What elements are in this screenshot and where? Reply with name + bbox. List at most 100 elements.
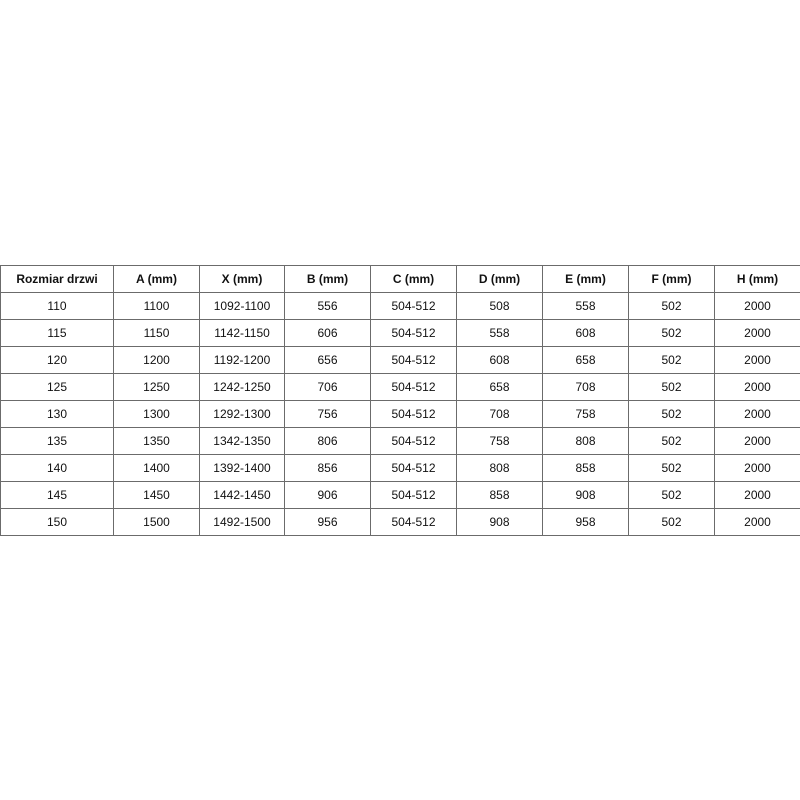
dimensions-table: Rozmiar drzwi A (mm) X (mm) B (mm) C (mm) D (… [0,265,800,536]
column-header: C (mm) [370,265,457,293]
table-row: 120 1200 1192-1200 656 504-512 608 658 502 2000 [0,346,800,374]
table-cell: 2000 [714,400,800,428]
column-header: B (mm) [284,265,371,293]
table-cell: 2000 [714,508,800,536]
table-cell: 1092-1100 [199,292,285,320]
table-cell: 956 [284,508,371,536]
table-cell: 658 [542,346,629,374]
table-cell: 2000 [714,319,800,347]
table-cell: 706 [284,373,371,401]
table-cell: 556 [284,292,371,320]
table-cell: 150 [0,508,114,536]
table-cell: 145 [0,481,114,509]
table-cell: 1142-1150 [199,319,285,347]
table-cell: 2000 [714,481,800,509]
table-cell: 806 [284,427,371,455]
table-cell: 502 [628,292,715,320]
table-cell: 504-512 [370,292,457,320]
table-cell: 115 [0,319,114,347]
table-row: 110 1100 1092-1100 556 504-512 508 558 502 2000 [0,292,800,320]
table-cell: 504-512 [370,454,457,482]
table-cell: 508 [456,292,543,320]
column-header: Rozmiar drzwi [0,265,114,293]
table-cell: 2000 [714,292,800,320]
table-cell: 125 [0,373,114,401]
table-cell: 502 [628,481,715,509]
header-row: Rozmiar drzwi A (mm) X (mm) B (mm) C (mm) D (… [0,265,800,293]
table-cell: 1242-1250 [199,373,285,401]
table-cell: 1392-1400 [199,454,285,482]
table-cell: 504-512 [370,508,457,536]
table-cell: 1192-1200 [199,346,285,374]
table-cell: 1300 [113,400,200,428]
table-cell: 756 [284,400,371,428]
table-cell: 608 [456,346,543,374]
table-cell: 1442-1450 [199,481,285,509]
table-cell: 708 [456,400,543,428]
column-header: F (mm) [628,265,715,293]
table-cell: 906 [284,481,371,509]
table-cell: 502 [628,400,715,428]
table-cell: 2000 [714,427,800,455]
column-header: A (mm) [113,265,200,293]
table-cell: 502 [628,346,715,374]
table-row: 145 1450 1442-1450 906 504-512 858 908 502 2000 [0,481,800,509]
table-cell: 1292-1300 [199,400,285,428]
table-cell: 558 [456,319,543,347]
table-row: 135 1350 1342-1350 806 504-512 758 808 502 2000 [0,427,800,455]
table-cell: 858 [542,454,629,482]
table-cell: 504-512 [370,481,457,509]
table-cell: 2000 [714,454,800,482]
table-row: 125 1250 1242-1250 706 504-512 658 708 502 2000 [0,373,800,401]
table-cell: 504-512 [370,373,457,401]
table-cell: 1250 [113,373,200,401]
table-cell: 1100 [113,292,200,320]
table-row: 115 1150 1142-1150 606 504-512 558 608 502 2000 [0,319,800,347]
table-cell: 502 [628,508,715,536]
table-cell: 808 [542,427,629,455]
table-cell: 502 [628,319,715,347]
table-cell: 858 [456,481,543,509]
table-cell: 504-512 [370,400,457,428]
table-row: 130 1300 1292-1300 756 504-512 708 758 502 2000 [0,400,800,428]
table-cell: 2000 [714,346,800,374]
table-row: 140 1400 1392-1400 856 504-512 808 858 502 2000 [0,454,800,482]
table-cell: 958 [542,508,629,536]
table-cell: 1492-1500 [199,508,285,536]
table-cell: 1500 [113,508,200,536]
table-cell: 1150 [113,319,200,347]
table-cell: 758 [542,400,629,428]
table-cell: 140 [0,454,114,482]
table-cell: 1200 [113,346,200,374]
column-header: H (mm) [714,265,800,293]
table-cell: 502 [628,454,715,482]
column-header: E (mm) [542,265,629,293]
table-row: 150 1500 1492-1500 956 504-512 908 958 502 2000 [0,508,800,536]
table-cell: 504-512 [370,319,457,347]
table-cell: 135 [0,427,114,455]
table-cell: 608 [542,319,629,347]
table-cell: 758 [456,427,543,455]
table-cell: 908 [542,481,629,509]
table-cell: 558 [542,292,629,320]
table-cell: 130 [0,400,114,428]
table-cell: 1450 [113,481,200,509]
column-header: D (mm) [456,265,543,293]
table-cell: 504-512 [370,346,457,374]
table-cell: 502 [628,373,715,401]
table-cell: 1350 [113,427,200,455]
table-cell: 1400 [113,454,200,482]
table-cell: 502 [628,427,715,455]
table-cell: 2000 [714,373,800,401]
table-cell: 120 [0,346,114,374]
table-cell: 110 [0,292,114,320]
column-header: X (mm) [199,265,285,293]
table-cell: 908 [456,508,543,536]
table-cell: 856 [284,454,371,482]
table-cell: 708 [542,373,629,401]
table-cell: 658 [456,373,543,401]
table-cell: 808 [456,454,543,482]
table-cell: 656 [284,346,371,374]
table-cell: 1342-1350 [199,427,285,455]
table-cell: 504-512 [370,427,457,455]
